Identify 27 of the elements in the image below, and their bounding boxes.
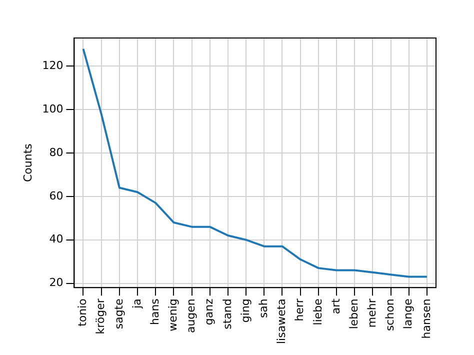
x-tick-label: lange [402, 298, 415, 330]
x-tick-label: tonio [76, 298, 90, 326]
x-tick-label: stand [220, 298, 234, 330]
x-tick-label: sah [257, 298, 270, 318]
y-tick-label: 120 [42, 59, 64, 72]
y-tick-label: 40 [49, 232, 64, 246]
x-tick-label: herr [293, 298, 306, 322]
x-tick-label: leben [347, 298, 360, 330]
y-axis-title: Counts [21, 143, 34, 182]
x-tick-label: lisaweta [275, 298, 288, 344]
x-tick-label: sagte [112, 298, 126, 330]
x-tick-label: ja [130, 298, 144, 310]
x-tick-label: hans [148, 298, 162, 326]
x-tick-label: schon [384, 298, 397, 332]
x-tick-label: ging [238, 298, 252, 323]
x-tick-label: augen [184, 298, 198, 334]
x-tick-label: kröger [94, 298, 108, 334]
x-tick-label: art [329, 298, 342, 314]
x-tick-label: mehr [366, 298, 379, 328]
x-tick-label: liebe [311, 298, 324, 326]
y-tick-label: 60 [49, 189, 64, 202]
x-tick-label: wenig [166, 298, 180, 332]
y-tick-label: 80 [49, 146, 64, 159]
y-tick-label: 100 [42, 102, 64, 116]
x-tick-label: ganz [202, 298, 216, 326]
y-tick-label: 20 [49, 276, 64, 290]
x-tick-label: hansen [420, 298, 433, 339]
